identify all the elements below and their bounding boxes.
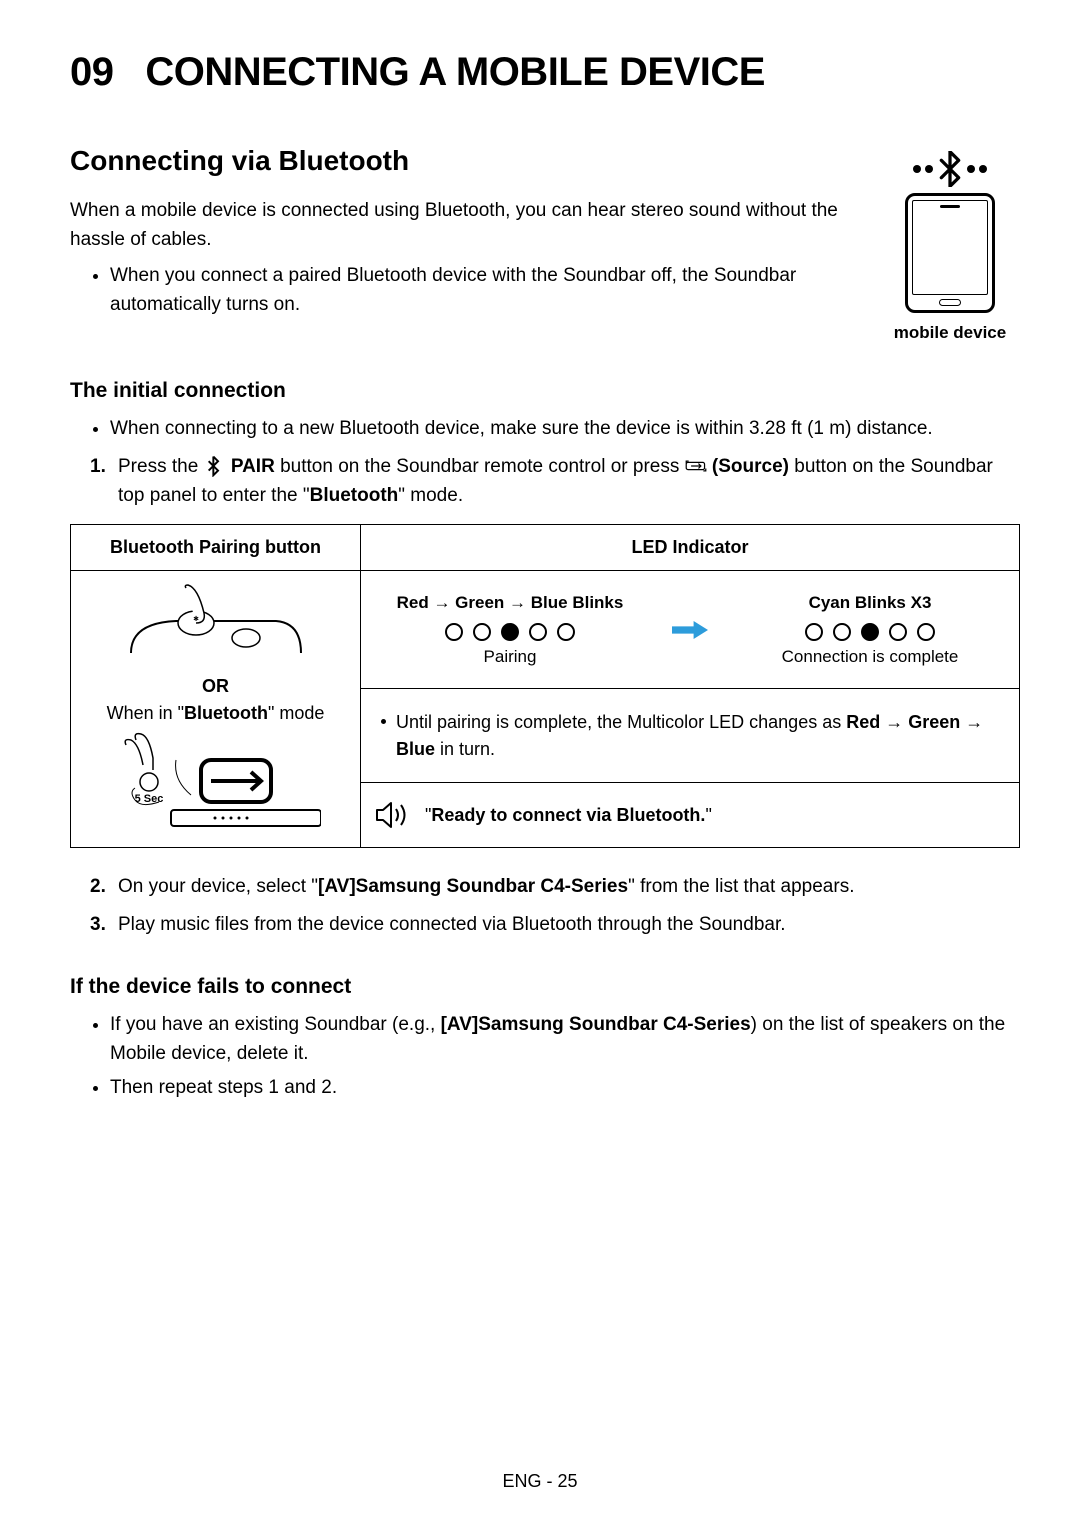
voice-prompt-cell: "Ready to connect via Bluetooth." — [361, 782, 1020, 847]
led-right-sub: Connection is complete — [735, 647, 1005, 667]
chapter-number: 09 — [70, 50, 114, 94]
fail-bullet-2: Then repeat steps 1 and 2. — [110, 1074, 1020, 1103]
subsection-initial: The initial connection — [70, 379, 1020, 403]
led-indicator-table: Bluetooth Pairing button LED Indicator ✱… — [70, 524, 1020, 848]
initial-bullet-distance: When connecting to a new Bluetooth devic… — [110, 415, 1020, 444]
chapter-title: 09 CONNECTING A MOBILE DEVICE — [70, 50, 1020, 95]
bluetooth-mode-line: When in "Bluetooth" mode — [85, 703, 346, 724]
intro-bullet-1: When you connect a paired Bluetooth devi… — [110, 262, 850, 319]
phone-illustration: mobile device — [880, 145, 1020, 343]
chapter-name: CONNECTING A MOBILE DEVICE — [145, 50, 765, 94]
page-footer: ENG - 25 — [0, 1471, 1080, 1492]
step-2: 2. On your device, select "[AV]Samsung S… — [90, 872, 1020, 901]
step2-device-name: [AV]Samsung Soundbar C4-Series — [318, 876, 628, 897]
step1-pair-label: PAIR — [226, 456, 275, 477]
step1-bt-label: Bluetooth — [310, 485, 399, 506]
step1-text-a: Press the — [118, 456, 204, 477]
bluetooth-icon — [937, 151, 963, 187]
speaker-icon — [375, 800, 409, 830]
led-states-cell: Red → Green → Blue Blinks Pairing Cyan B… — [361, 571, 1020, 689]
led-right-header: Cyan Blinks X3 — [735, 593, 1005, 613]
source-icon — [685, 455, 707, 477]
step-3: 3. Play music files from the device conn… — [90, 910, 1020, 939]
soundbar-press-illustration: 5 Sec — [111, 730, 321, 830]
step1-text-d: " mode. — [398, 485, 463, 506]
bluetooth-pair-icon — [204, 455, 226, 477]
fail-bullet-1: If you have an existing Soundbar (e.g., … — [110, 1011, 1020, 1068]
led-note-cell: Until pairing is complete, the Multicolo… — [361, 689, 1020, 783]
led-left-sub: Pairing — [375, 647, 645, 667]
pairing-button-cell: ✱ OR When in "Bluetooth" mode 5 Sec — [71, 571, 361, 848]
voice-msg: Ready to connect via Bluetooth. — [431, 805, 705, 825]
remote-pair-illustration: ✱ — [126, 583, 306, 663]
phone-caption: mobile device — [880, 323, 1020, 343]
subsection-fail: If the device fails to connect — [70, 975, 1020, 999]
step-1: 1. Press the PAIR button on the Soundbar… — [90, 452, 1020, 511]
intro-text: When a mobile device is connected using … — [70, 197, 850, 254]
col-header-led: LED Indicator — [361, 525, 1020, 571]
led-left-header: Red → Green → Blue Blinks — [375, 593, 645, 613]
svg-text:✱: ✱ — [193, 615, 199, 623]
or-label: OR — [85, 676, 346, 697]
section-heading: Connecting via Bluetooth — [70, 145, 850, 177]
step1-source-label: (Source) — [707, 456, 789, 477]
step1-text-b: button on the Soundbar remote control or… — [275, 456, 685, 477]
col-header-pairing-btn: Bluetooth Pairing button — [71, 525, 361, 571]
arrow-icon — [671, 621, 709, 639]
fail-device-name: [AV]Samsung Soundbar C4-Series — [441, 1014, 751, 1035]
